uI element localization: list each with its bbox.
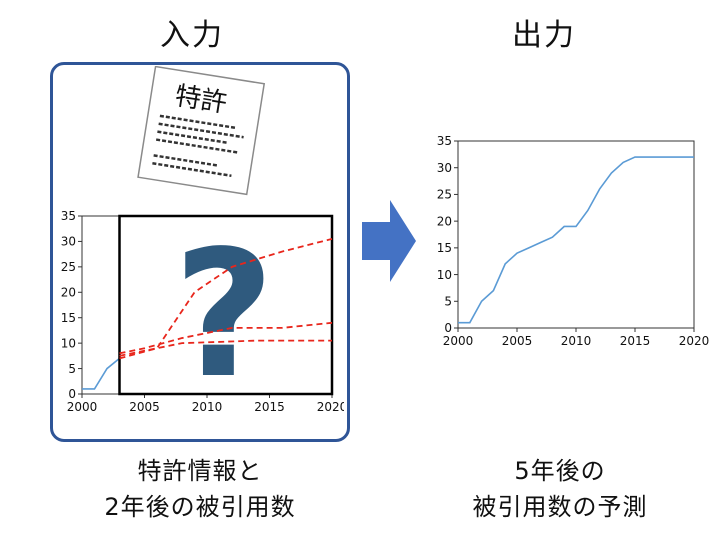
series-line — [82, 357, 121, 390]
y-tick-label: 15 — [61, 311, 76, 325]
output-caption-line1: 5年後の — [514, 457, 606, 485]
x-tick-label: 2020 — [679, 334, 710, 348]
y-tick-label: 0 — [68, 387, 76, 401]
right-arrow-icon — [362, 200, 416, 282]
x-tick-label: 2005 — [129, 400, 160, 414]
dashed-prediction-line — [119, 339, 332, 357]
question-mark-icon: ? — [173, 214, 275, 417]
y-tick-label: 35 — [437, 134, 452, 148]
y-tick-label: 20 — [437, 214, 452, 228]
y-tick-label: 20 — [61, 285, 76, 299]
y-tick-label: 30 — [61, 235, 76, 249]
y-tick-label: 25 — [437, 188, 452, 202]
y-tick-label: 0 — [444, 321, 452, 335]
input-caption-line1: 特許情報と — [137, 457, 263, 485]
x-tick-label: 2010 — [561, 334, 592, 348]
output-heading: 出力 — [512, 18, 576, 53]
x-tick-label: 2015 — [254, 400, 285, 414]
patent-document-icon: 特許 — [137, 66, 266, 196]
y-tick-label: 5 — [444, 294, 452, 308]
input-caption: 特許情報と 2年後の被引用数 — [60, 453, 340, 525]
y-tick-label: 10 — [61, 336, 76, 350]
output-caption-line2: 被引用数の予測 — [472, 493, 648, 521]
x-tick-label: 2000 — [443, 334, 474, 348]
unknown-region-box — [118, 214, 334, 396]
series-line — [458, 156, 694, 324]
x-tick-label: 2010 — [192, 400, 223, 414]
x-tick-label: 2020 — [317, 400, 344, 414]
y-tick-label: 10 — [437, 268, 452, 282]
input-chart: 2000 2005 2010 2015 2020 0 5 10 15 20 25 30 35? — [61, 209, 344, 417]
plot-frame — [457, 140, 695, 329]
input-heading: 入力 — [160, 18, 224, 53]
dashed-prediction-line — [119, 321, 333, 355]
output-chart: 2000 2005 2010 2015 2020 0 5 10 15 20 25 30 35 — [437, 134, 710, 348]
input-caption-line2: 2年後の被引用数 — [104, 493, 296, 521]
y-tick-label: 15 — [437, 241, 452, 255]
x-tick-label: 2000 — [67, 400, 98, 414]
y-tick-label: 5 — [68, 362, 76, 376]
y-tick-label: 35 — [61, 209, 76, 223]
output-caption: 5年後の 被引用数の予測 — [420, 453, 700, 525]
x-tick-label: 2015 — [620, 334, 651, 348]
y-tick-label: 30 — [437, 161, 452, 175]
x-tick-label: 2005 — [502, 334, 533, 348]
y-tick-label: 25 — [61, 260, 76, 274]
